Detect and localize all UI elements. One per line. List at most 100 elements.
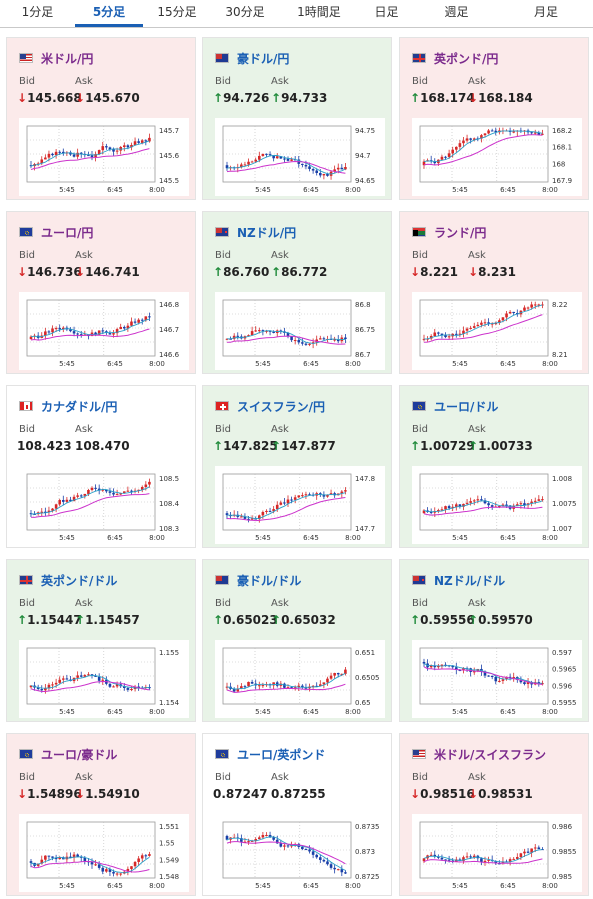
rate-card[interactable]: 英ポンド/ドル Bid Ask ↑1.15447 ↑1.15457 1.155 1.154 5… bbox=[6, 559, 196, 722]
ma-short-line bbox=[423, 849, 543, 863]
bid-value: ↑147.825 bbox=[213, 439, 278, 453]
candle-body bbox=[122, 686, 126, 689]
bid-value-text: 1.00729 bbox=[420, 439, 475, 453]
y-tick-label: 0.8735 bbox=[355, 823, 380, 831]
ma-long-line bbox=[226, 160, 346, 174]
tab-2[interactable]: 15分足 bbox=[157, 5, 197, 19]
pair-name[interactable]: カナダドル/円 bbox=[41, 399, 118, 414]
card-title[interactable]: 英ポンド/ドル bbox=[19, 573, 118, 588]
ma-short-line bbox=[423, 663, 543, 684]
candle-body bbox=[83, 493, 87, 496]
candle-body bbox=[286, 499, 290, 504]
card-title[interactable]: 米ドル/スイスフラン bbox=[412, 747, 547, 762]
pair-name[interactable]: ユーロ/円 bbox=[41, 225, 94, 240]
chart-container[interactable]: 0.651 0.6505 0.65 5:45 6:45 8:00 bbox=[215, 640, 385, 718]
rate-card[interactable]: 米ドル/スイスフラン Bid Ask ↓0.98516 ↓0.98531 0.986 0.9… bbox=[399, 733, 589, 896]
candle-body bbox=[250, 331, 254, 336]
chart-container[interactable]: 146.8 146.7 146.6 5:45 6:45 8:00 bbox=[19, 292, 189, 370]
timeframe-tabs: 1分足 5分足 15分足 30分足 1時間足 日足 週足 月足 bbox=[0, 0, 593, 28]
card-title[interactable]: ユーロ/ドル bbox=[412, 399, 499, 414]
rate-card[interactable]: スイスフラン/円 Bid Ask ↑147.825 ↑147.877 147.8 147.7… bbox=[202, 385, 392, 548]
chart-container[interactable]: 0.986 0.9855 0.985 5:45 6:45 8:00 bbox=[412, 814, 582, 892]
pair-name[interactable]: ユーロ/英ポンド bbox=[237, 747, 326, 762]
pair-name[interactable]: スイスフラン/円 bbox=[237, 399, 326, 414]
rate-card[interactable]: 豪ドル/円 Bid Ask ↑94.726 ↑94.733 94.75 94.7 94.65 5… bbox=[202, 37, 392, 200]
tab-1[interactable]: 5分足 bbox=[75, 0, 143, 27]
rate-card[interactable]: 米ドル/円 Bid Ask ↓145.668 ↓145.670 145.7 145.6 145… bbox=[6, 37, 196, 200]
candle-body bbox=[115, 494, 119, 496]
candle-body bbox=[257, 515, 261, 520]
chart-container[interactable]: 1.155 1.154 5:45 6:45 8:00 bbox=[19, 640, 189, 718]
candle-body bbox=[76, 675, 79, 678]
pair-name[interactable]: ユーロ/ドル bbox=[434, 399, 499, 414]
candle-body bbox=[315, 854, 319, 858]
candle-body bbox=[126, 868, 130, 872]
rate-card[interactable]: 豪ドル/ドル Bid Ask ↑0.65023 ↑0.65032 0.651 0.6505 0… bbox=[202, 559, 392, 722]
candle-body bbox=[326, 861, 329, 865]
card-title[interactable]: ユーロ/豪ドル bbox=[19, 747, 118, 762]
pair-name[interactable]: 米ドル/スイスフラン bbox=[434, 747, 547, 762]
rate-card[interactable]: ユーロ/豪ドル Bid Ask ↓1.54896 ↓1.54910 1.551 1.55 1.… bbox=[6, 733, 196, 896]
card-title[interactable]: ユーロ/英ポンド bbox=[215, 747, 326, 762]
card-title[interactable]: 英ポンド/円 bbox=[412, 51, 499, 66]
y-tick-label: 147.7 bbox=[355, 525, 375, 533]
pair-name[interactable]: 英ポンド/ドル bbox=[41, 573, 118, 588]
bid-label: Bid bbox=[412, 250, 428, 261]
pair-name[interactable]: NZドル/円 bbox=[237, 225, 297, 240]
rate-card[interactable]: ユーロ/円 Bid Ask ↓146.736 ↓146.741 146.8 146.7 146… bbox=[6, 211, 196, 374]
candle-body bbox=[501, 861, 505, 864]
card-title[interactable]: 米ドル/円 bbox=[19, 51, 94, 66]
y-tick-label: 0.9855 bbox=[552, 848, 577, 856]
y-tick-label: 0.985 bbox=[552, 873, 572, 881]
chart-container[interactable]: 86.8 86.75 86.7 5:45 6:45 8:00 bbox=[215, 292, 385, 370]
rate-card[interactable]: カナダドル/円 Bid Ask 108.423 108.470 108.5 108.4 108… bbox=[6, 385, 196, 548]
pair-name[interactable]: 豪ドル/ドル bbox=[237, 573, 302, 588]
candle-body bbox=[36, 687, 40, 690]
chart-container[interactable]: 147.8 147.7 5:45 6:45 8:00 bbox=[215, 466, 385, 544]
card-title[interactable]: ユーロ/円 bbox=[19, 225, 94, 240]
card-title[interactable]: カナダドル/円 bbox=[19, 399, 118, 414]
tab-4[interactable]: 1時間足 bbox=[297, 5, 341, 19]
candle-body bbox=[122, 326, 126, 329]
chart-container[interactable]: 168.2 168.1 168 167.9 5:45 6:45 8:00 bbox=[412, 118, 582, 196]
rate-card[interactable]: 英ポンド/円 Bid Ask ↑168.174 ↓168.184 168.2 168.1 16… bbox=[399, 37, 589, 200]
chart-container[interactable]: 0.8735 0.873 0.8725 5:45 6:45 8:00 bbox=[215, 814, 385, 892]
pair-name[interactable]: NZドル/ドル bbox=[434, 573, 506, 588]
rate-card[interactable]: ランド/円 Bid Ask ↓8.221 ↓8.231 8.22 8.21 5:45 6:45 8… bbox=[399, 211, 589, 374]
arrow-down-icon: ↓ bbox=[17, 787, 28, 801]
rate-card[interactable]: NZドル/円 Bid Ask ↑86.760 ↑86.772 86.8 86.75 86.7 5… bbox=[202, 211, 392, 374]
card-title[interactable]: NZドル/ドル bbox=[412, 573, 506, 588]
card-title[interactable]: 豪ドル/ドル bbox=[215, 573, 302, 588]
candle-body bbox=[541, 849, 544, 851]
chart-container[interactable]: 0.597 0.5965 0.596 0.5955 5:45 6:45 8:00 bbox=[412, 640, 582, 718]
candle-body bbox=[462, 330, 465, 334]
candle-body bbox=[512, 131, 516, 133]
chart-container[interactable]: 8.22 8.21 5:45 6:45 8:00 bbox=[412, 292, 582, 370]
tab-0[interactable]: 1分足 bbox=[21, 5, 54, 19]
rate-card[interactable]: NZドル/ドル Bid Ask ↑0.59556 ↑0.59570 0.597 0.5965… bbox=[399, 559, 589, 722]
chart-container[interactable]: 145.7 145.6 145.5 5:45 6:45 8:00 bbox=[19, 118, 189, 196]
arrow-up-icon: ↑ bbox=[410, 439, 421, 453]
pair-name[interactable]: ランド/円 bbox=[434, 225, 487, 240]
tab-7[interactable]: 月足 bbox=[533, 5, 558, 19]
card-title[interactable]: ランド/円 bbox=[412, 225, 487, 240]
tab-3[interactable]: 30分足 bbox=[225, 5, 265, 19]
candle-body bbox=[433, 332, 437, 336]
card-title[interactable]: NZドル/円 bbox=[215, 225, 297, 240]
pair-name[interactable]: 米ドル/円 bbox=[41, 51, 94, 66]
rate-card[interactable]: ユーロ/英ポンド Bid Ask 0.87247 0.87255 0.8735 0.873 0… bbox=[202, 733, 392, 896]
pair-name[interactable]: ユーロ/豪ドル bbox=[41, 747, 118, 762]
chart-container[interactable]: 1.551 1.55 1.549 1.548 5:45 6:45 8:00 bbox=[19, 814, 189, 892]
card-title[interactable]: 豪ドル/円 bbox=[215, 51, 290, 66]
tab-5[interactable]: 日足 bbox=[374, 5, 399, 19]
bid-value: ↑0.65023 bbox=[213, 613, 278, 627]
chart-container[interactable]: 1.008 1.0075 1.007 5:45 6:45 8:00 bbox=[412, 466, 582, 544]
tab-6[interactable]: 週足 bbox=[444, 5, 469, 19]
chart-container[interactable]: 108.5 108.4 108.3 5:45 6:45 8:00 bbox=[19, 466, 189, 544]
pair-name[interactable]: 英ポンド/円 bbox=[434, 51, 499, 66]
card-title[interactable]: スイスフラン/円 bbox=[215, 399, 326, 414]
pair-name[interactable]: 豪ドル/円 bbox=[237, 51, 290, 66]
chart-container[interactable]: 94.75 94.7 94.65 5:45 6:45 8:00 bbox=[215, 118, 385, 196]
candle-body bbox=[340, 673, 344, 675]
rate-card[interactable]: ユーロ/ドル Bid Ask ↑1.00729 ↑1.00733 1.008 1.0075 1… bbox=[399, 385, 589, 548]
